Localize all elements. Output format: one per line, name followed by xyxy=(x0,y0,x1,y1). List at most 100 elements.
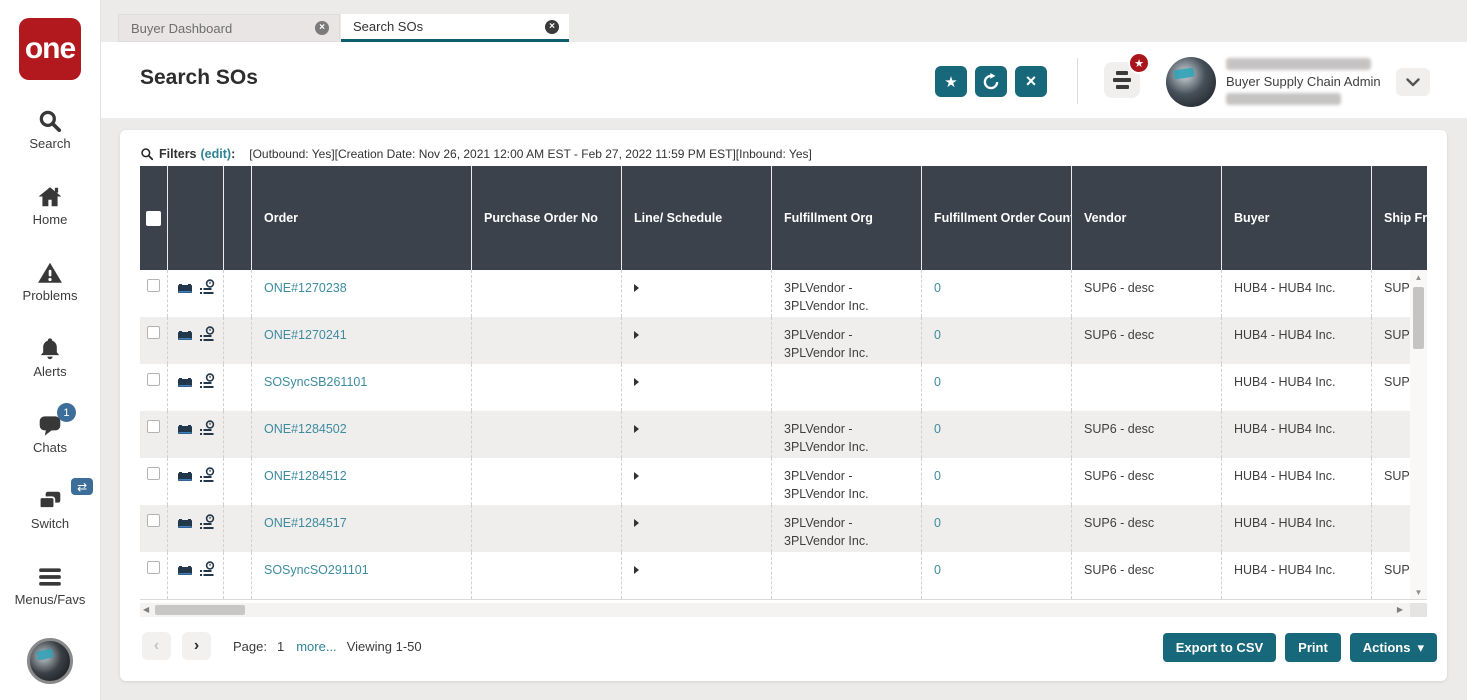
row-checkbox[interactable] xyxy=(147,326,160,339)
col-header-fulfillment-order-count[interactable]: Fulfillment Order Count xyxy=(922,166,1072,270)
user-avatar[interactable] xyxy=(1166,57,1216,107)
select-all-checkbox[interactable] xyxy=(146,210,161,226)
scroll-up-icon[interactable]: ▲ xyxy=(1414,273,1423,282)
col-header-buyer[interactable]: Buyer xyxy=(1222,166,1372,270)
order-link[interactable]: ONE#1284517 xyxy=(264,516,347,530)
calendar-icon[interactable] xyxy=(177,420,193,436)
expand-row-icon[interactable] xyxy=(634,331,639,339)
user-menu-button[interactable] xyxy=(1396,68,1430,96)
sidebar-item-alerts[interactable]: Alerts xyxy=(33,336,67,379)
schedule-icon[interactable] xyxy=(198,373,215,390)
scroll-right-icon[interactable]: ▶ xyxy=(1396,605,1403,614)
calendar-icon[interactable] xyxy=(177,561,193,577)
calendar-icon[interactable] xyxy=(177,326,193,342)
order-link[interactable]: ONE#1270241 xyxy=(264,328,347,342)
fulfillment-order-count-link[interactable]: 0 xyxy=(934,375,941,389)
vertical-scrollbar[interactable]: ▲ ▼ xyxy=(1410,270,1427,599)
expand-row-icon[interactable] xyxy=(634,378,639,386)
schedule-icon[interactable] xyxy=(198,514,215,531)
sidebar-item-home[interactable]: Home xyxy=(33,184,67,227)
vertical-scrollbar-thumb[interactable] xyxy=(1413,287,1424,349)
col-header-line-schedule[interactable]: Line/ Schedule xyxy=(622,166,772,270)
schedule-icon[interactable] xyxy=(198,420,215,437)
order-link[interactable]: ONE#1284512 xyxy=(264,469,347,483)
table-row[interactable]: SOSyncSO291101 0 SUP6 - desc HUB4 - HUB4… xyxy=(140,552,1427,599)
next-page-button[interactable]: › xyxy=(182,632,211,660)
table-row[interactable]: ONE#1284517 3PLVendor - 3PLVendor Inc. 0… xyxy=(140,505,1427,552)
schedule-icon[interactable] xyxy=(198,561,215,578)
quick-menu-button[interactable]: ★ xyxy=(1104,52,1150,98)
col-header-ship-from[interactable]: Ship From xyxy=(1384,211,1427,225)
ship-from-cell: SUP6 xyxy=(1384,375,1417,389)
row-checkbox[interactable] xyxy=(147,467,160,480)
chat-icon xyxy=(39,416,61,436)
scroll-down-icon[interactable]: ▼ xyxy=(1414,588,1423,597)
vendor-cell: SUP6 - desc xyxy=(1072,270,1222,317)
expand-row-icon[interactable] xyxy=(634,472,639,480)
fulfillment-order-count-link[interactable]: 0 xyxy=(934,516,941,530)
sidebar-item-switch[interactable]: ⇄ Switch xyxy=(31,478,94,531)
export-to-csv-button[interactable]: Export to CSV xyxy=(1162,633,1277,662)
expand-row-icon[interactable] xyxy=(634,566,639,574)
sidebar-user-avatar[interactable] xyxy=(27,638,73,684)
calendar-icon[interactable] xyxy=(177,279,193,295)
prev-page-button[interactable]: ‹ xyxy=(142,632,171,660)
calendar-icon[interactable] xyxy=(177,467,193,483)
row-checkbox[interactable] xyxy=(147,420,160,433)
table-row[interactable]: ONE#1284512 3PLVendor - 3PLVendor Inc. 0… xyxy=(140,458,1427,505)
sidebar-item-menus-favs[interactable]: Menus/Favs xyxy=(15,564,85,607)
calendar-icon[interactable] xyxy=(177,514,193,530)
table-row[interactable]: ONE#1284502 3PLVendor - 3PLVendor Inc. 0… xyxy=(140,411,1427,458)
filters-edit-link[interactable]: (edit) xyxy=(200,147,232,161)
order-link[interactable]: SOSyncSB261101 xyxy=(264,375,368,389)
print-button[interactable]: Print xyxy=(1285,633,1341,662)
sidebar-item-chats[interactable]: 1 Chats xyxy=(33,403,76,455)
row-checkbox[interactable] xyxy=(147,373,160,386)
fulfillment-order-count-link[interactable]: 0 xyxy=(934,328,941,342)
table-row[interactable]: ONE#1270241 3PLVendor - 3PLVendor Inc. 0… xyxy=(140,317,1427,364)
table-row[interactable]: SOSyncSB261101 0 HUB4 - HUB4 Inc. SUP6 xyxy=(140,364,1427,411)
horizontal-scrollbar-thumb[interactable] xyxy=(155,605,245,615)
expand-row-icon[interactable] xyxy=(634,425,639,433)
order-link[interactable]: SOSyncSO291101 xyxy=(264,563,369,577)
fulfillment-order-count-link[interactable]: 0 xyxy=(934,563,941,577)
tab-buyer-dashboard[interactable]: Buyer Dashboard × xyxy=(118,14,340,42)
calendar-icon[interactable] xyxy=(177,373,193,389)
col-header-fulfillment-org[interactable]: Fulfillment Org xyxy=(772,166,922,270)
schedule-icon[interactable] xyxy=(198,279,215,296)
tab-close-icon[interactable]: × xyxy=(315,21,329,35)
scroll-left-icon[interactable]: ◀ xyxy=(143,605,150,614)
header: Search SOs ★ × ★ Buyer Supply Chain Admi… xyxy=(100,42,1467,118)
fulfillment-order-count-link[interactable]: 0 xyxy=(934,281,941,295)
po-no-cell xyxy=(472,364,622,411)
row-checkbox[interactable] xyxy=(147,561,160,574)
tab-close-icon[interactable]: × xyxy=(545,19,559,34)
expand-row-icon[interactable] xyxy=(634,519,639,527)
close-button[interactable]: × xyxy=(1015,66,1047,97)
col-header-vendor[interactable]: Vendor xyxy=(1072,166,1222,270)
horizontal-scrollbar[interactable]: ◀ ▶ xyxy=(140,603,1427,617)
expand-row-icon[interactable] xyxy=(634,284,639,292)
refresh-button[interactable] xyxy=(975,66,1007,97)
col-header-purchase-order-no[interactable]: Purchase Order No xyxy=(472,166,622,270)
order-link[interactable]: ONE#1270238 xyxy=(264,281,347,295)
col-header-order[interactable]: Order xyxy=(252,166,472,270)
favorite-button[interactable]: ★ xyxy=(935,66,967,97)
sidebar-item-search[interactable]: Search xyxy=(29,108,71,151)
row-checkbox[interactable] xyxy=(147,279,160,292)
schedule-icon[interactable] xyxy=(198,326,215,343)
actions-button[interactable]: Actions ▾ xyxy=(1349,633,1437,662)
schedule-icon[interactable] xyxy=(198,467,215,484)
more-pages-link[interactable]: more... xyxy=(296,638,337,654)
fulfillment-order-count-link[interactable]: 0 xyxy=(934,422,941,436)
filters-search-icon xyxy=(141,148,154,161)
filters-bar: Filters (edit) : [Outbound: Yes][Creatio… xyxy=(140,145,812,163)
fulfillment-order-count-link[interactable]: 0 xyxy=(934,469,941,483)
one-logo[interactable]: one xyxy=(19,18,81,80)
menu-bars-icon xyxy=(1116,71,1128,75)
table-row[interactable]: ONE#1270238 3PLVendor - 3PLVendor Inc. 0… xyxy=(140,270,1427,317)
sidebar-item-problems[interactable]: Problems xyxy=(23,260,77,303)
tab-search-sos[interactable]: Search SOs × xyxy=(341,14,569,42)
order-link[interactable]: ONE#1284502 xyxy=(264,422,347,436)
row-checkbox[interactable] xyxy=(147,514,160,527)
